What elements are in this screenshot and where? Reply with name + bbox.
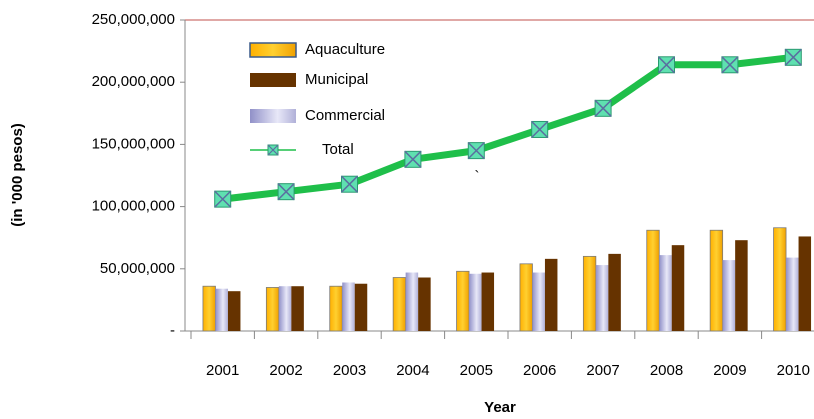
y-tick-label: 50,000,000	[100, 260, 175, 277]
legend-label: Aquaculture	[305, 41, 385, 58]
bar	[671, 245, 685, 331]
marker-x	[404, 150, 422, 168]
bar	[709, 229, 724, 332]
marker-x	[214, 190, 232, 208]
bar	[278, 286, 292, 331]
legend-swatch	[250, 109, 296, 123]
legend-swatch	[249, 42, 297, 58]
bar	[227, 291, 241, 331]
x-tick-label: 2005	[460, 362, 493, 379]
bar	[646, 229, 660, 332]
y-tick-label: 250,000,000	[92, 11, 175, 28]
marker-x	[594, 99, 612, 117]
y-tick-label: 200,000,000	[92, 73, 175, 90]
bar	[354, 283, 368, 331]
x-tick-label: 2008	[650, 362, 683, 379]
y-axis-label: (in '000 pesos)	[9, 123, 26, 227]
marker-x	[657, 56, 676, 74]
bar	[595, 265, 609, 331]
x-tick-label: 2002	[269, 362, 302, 379]
bar	[532, 272, 545, 331]
x-tick-label: 2004	[396, 362, 429, 379]
annotation: `	[475, 168, 480, 185]
bar	[418, 277, 431, 331]
x-tick-label: 2010	[777, 362, 810, 379]
marker-x	[467, 142, 485, 160]
bar	[798, 236, 812, 331]
x-tick-label: 2009	[713, 362, 746, 379]
legend-label: Total	[322, 141, 354, 158]
bar	[215, 288, 228, 331]
total-line	[222, 53, 794, 203]
marker-x	[784, 48, 802, 66]
bar	[786, 257, 799, 331]
bar	[405, 272, 419, 331]
legend-swatch	[250, 73, 296, 87]
y-tick-label: 150,000,000	[92, 135, 175, 152]
marker-x	[721, 56, 739, 74]
bar	[291, 286, 304, 331]
marker-x	[277, 183, 295, 201]
legend-label: Commercial	[305, 107, 385, 124]
marker-x	[340, 175, 359, 193]
bar	[773, 227, 787, 332]
x-tick-label: 2003	[333, 362, 366, 379]
marker-x	[531, 120, 549, 139]
x-tick-label: 2001	[206, 362, 239, 379]
bar	[608, 253, 621, 331]
bar	[544, 258, 558, 331]
y-tick-label: -	[170, 322, 175, 339]
bar	[456, 270, 470, 332]
legend-marker-x	[267, 144, 279, 156]
bar	[582, 255, 597, 332]
bar	[202, 285, 216, 332]
bar	[735, 240, 748, 331]
bar	[481, 272, 495, 331]
bar	[469, 273, 482, 331]
y-tick-label: 100,000,000	[92, 198, 175, 215]
bar	[342, 282, 355, 331]
bar	[722, 260, 736, 331]
bar	[659, 255, 672, 331]
legend-label: Municipal	[305, 71, 368, 88]
bar	[519, 263, 533, 332]
bar	[329, 285, 343, 332]
x-axis-label: Year	[484, 399, 516, 416]
bar	[392, 277, 407, 332]
x-tick-label: 2006	[523, 362, 556, 379]
x-tick-label: 2007	[586, 362, 619, 379]
bar	[265, 287, 280, 332]
